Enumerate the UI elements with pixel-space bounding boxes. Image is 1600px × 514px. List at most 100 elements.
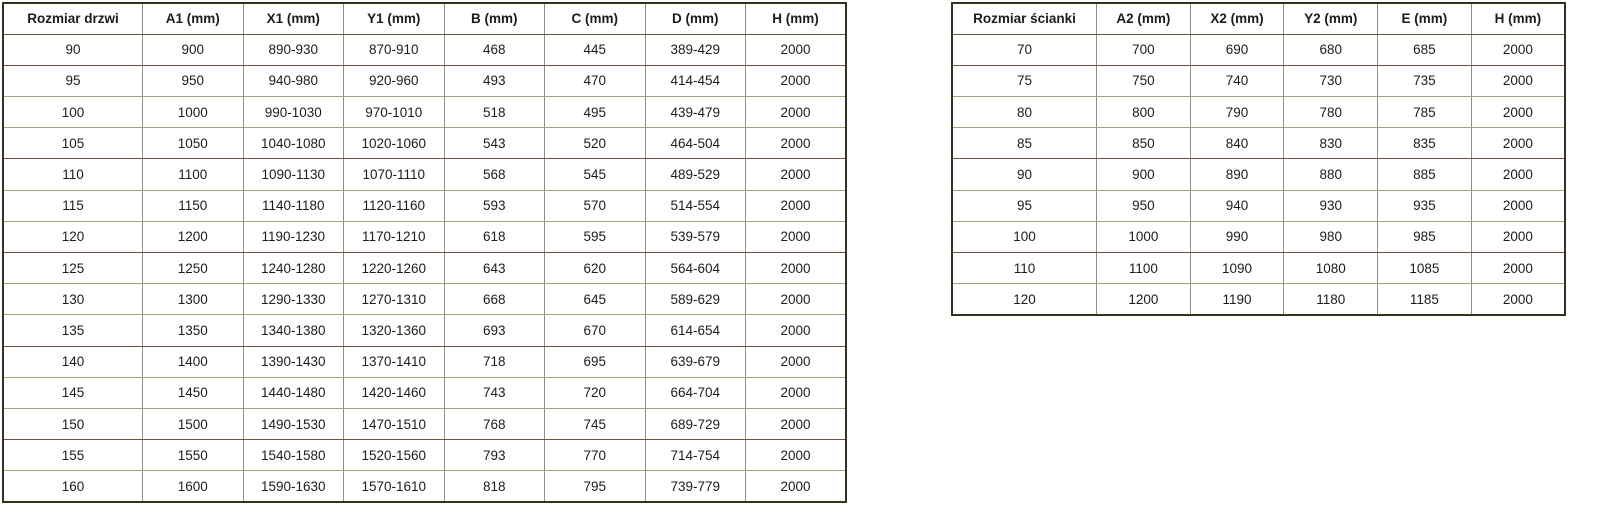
table-row: 115 1150 1140-1180 1120-1160 593 570 514-554 20… [2,189,847,222]
cell: 115 [2,189,143,222]
table-row: 155 1550 1540-1580 1520-1560 793 770 714-754 20… [2,439,847,472]
table-row: 90 900 890-930 870-910 468 445 389-429 2000 [2,33,847,66]
cell: 1440-1480 [242,376,344,409]
cell: 870-910 [343,33,445,66]
cell: 1020-1060 [343,127,445,160]
cell: 80 [951,96,1097,129]
column-header: H (mm) [1470,2,1566,35]
table-row: 145 1450 1440-1480 1420-1460 743 720 664-704 20… [2,376,847,409]
cell: 1400 [142,345,244,378]
cell: 1550 [142,439,244,472]
cell: 90 [2,33,143,66]
cell: 768 [443,407,545,441]
cell: 890-930 [242,33,344,66]
cell: 1000 [1096,220,1191,254]
table-row: 120 1200 1190 1180 1185 2000 [951,283,1566,316]
cell: 670 [544,314,646,347]
cell: 2000 [1470,33,1566,66]
cell: 668 [443,283,545,316]
cell: 900 [1096,158,1191,191]
table-row: 90 900 890 880 885 2000 [951,158,1566,191]
cell: 389-429 [644,33,746,66]
cell: 493 [443,64,545,98]
cell: 1450 [142,376,244,409]
table-row: 100 1000 990 980 985 2000 [951,220,1566,254]
cell: 520 [544,127,646,160]
cell: 1080 [1283,251,1379,285]
cell: 518 [443,96,545,129]
cell: 70 [951,33,1097,66]
cell: 745 [544,407,646,441]
header-row: Rozmiar drzwi A1 (mm) X1 (mm) Y1 (mm) B (mm)… [2,2,847,35]
cell: 790 [1189,96,1285,129]
cell: 1185 [1377,283,1472,316]
cell: 645 [544,283,646,316]
table-row: 150 1500 1490-1530 1470-1510 768 745 689-729 20… [2,407,847,441]
cell: 495 [544,96,646,129]
cell: 835 [1377,127,1472,160]
cell: 120 [951,283,1097,316]
cell: 2000 [745,220,847,254]
cell: 85 [951,127,1097,160]
cell: 935 [1377,189,1472,222]
cell: 818 [443,470,545,503]
cell: 1390-1430 [242,345,344,378]
wall-size-table: Rozmiar ścianki A2 (mm) X2 (mm) Y2 (mm) E (m… [951,2,1566,316]
cell: 489-529 [644,158,746,191]
cell: 135 [2,314,143,347]
cell: 2000 [745,314,847,347]
cell: 800 [1096,96,1191,129]
column-header: B (mm) [443,2,545,35]
cell: 793 [443,439,545,472]
table-row: 130 1300 1290-1330 1270-1310 668 645 589-629 20… [2,283,847,316]
cell: 990 [1189,220,1285,254]
cell: 1500 [142,407,244,441]
cell: 110 [951,251,1097,285]
cell: 643 [443,251,545,285]
cell: 150 [2,407,143,441]
cell: 2000 [745,127,847,160]
cell: 2000 [745,376,847,409]
cell: 1240-1280 [242,251,344,285]
cell: 1200 [142,220,244,254]
cell: 664-704 [644,376,746,409]
cell: 950 [142,64,244,98]
cell: 693 [443,314,545,347]
cell: 1100 [142,158,244,191]
cell: 735 [1377,64,1472,98]
table-row: 140 1400 1390-1430 1370-1410 718 695 639-679 20… [2,345,847,378]
cell: 105 [2,127,143,160]
cell: 2000 [1470,220,1566,254]
cell: 780 [1283,96,1379,129]
cell: 110 [2,158,143,191]
cell: 468 [443,33,545,66]
door-size-table: Rozmiar drzwi A1 (mm) X1 (mm) Y1 (mm) B (mm)… [2,2,847,503]
cell: 100 [951,220,1097,254]
cell: 690 [1189,33,1285,66]
cell: 2000 [745,158,847,191]
cell: 980 [1283,220,1379,254]
cell: 1340-1380 [242,314,344,347]
cell: 1090 [1189,251,1285,285]
cell: 700 [1096,33,1191,66]
column-header: Rozmiar drzwi [2,2,143,35]
cell: 940-980 [242,64,344,98]
cell: 1040-1080 [242,127,344,160]
cell: 90 [951,158,1097,191]
column-header: C (mm) [544,2,646,35]
cell: 464-504 [644,127,746,160]
column-header: X1 (mm) [242,2,344,35]
cell: 1100 [1096,251,1191,285]
cell: 2000 [745,251,847,285]
cell: 1290-1330 [242,283,344,316]
cell: 2000 [1470,158,1566,191]
cell: 730 [1283,64,1379,98]
cell: 125 [2,251,143,285]
cell: 740 [1189,64,1285,98]
cell: 2000 [1470,189,1566,222]
cell: 2000 [1470,127,1566,160]
cell: 718 [443,345,545,378]
cell: 2000 [745,96,847,129]
cell: 470 [544,64,646,98]
